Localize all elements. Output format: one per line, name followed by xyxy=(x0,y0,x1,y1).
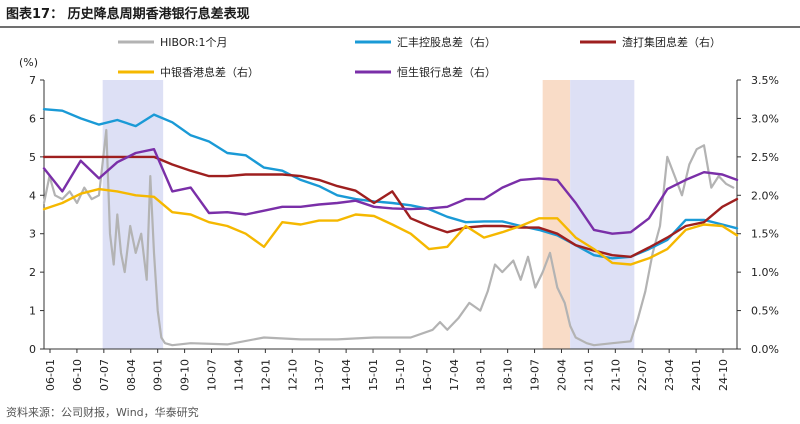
source-note: 资料来源：公司财报，Wind，华泰研究 xyxy=(6,405,199,419)
right-tick-label: 1.5% xyxy=(751,228,779,241)
x-tick-label: 17-04 xyxy=(448,359,461,391)
x-tick-label: 18-10 xyxy=(502,359,515,391)
x-tick-label: 21-10 xyxy=(609,359,622,391)
left-tick-label: 1 xyxy=(29,305,36,318)
left-tick-label: 0 xyxy=(29,343,36,356)
x-tick-label: 10-07 xyxy=(206,359,219,391)
x-tick-label: 15-01 xyxy=(367,359,380,391)
x-tick-label: 09-01 xyxy=(152,359,165,391)
x-tick-label: 06-10 xyxy=(71,359,84,391)
right-tick-label: 0.0% xyxy=(751,343,779,356)
left-tick-label: 4 xyxy=(29,189,36,202)
x-tick-label: 16-07 xyxy=(421,359,434,391)
left-tick-label: 3 xyxy=(29,228,36,241)
series-line-bochk xyxy=(42,187,739,266)
legend-label-hsbc: 汇丰控股息差（右） xyxy=(397,35,496,49)
right-tick-label: 2.5% xyxy=(751,151,779,164)
legend-label-hibor: HIBOR:1个月 xyxy=(160,36,228,49)
x-tick-label: 13-07 xyxy=(313,359,326,391)
x-tick-label: 12-10 xyxy=(286,359,299,391)
chart-title: 图表17： 历史降息周期香港银行息差表现 xyxy=(6,6,250,22)
shaded-period-2 xyxy=(570,80,635,349)
x-tick-label: 22-07 xyxy=(636,359,649,391)
x-tick-label: 24-01 xyxy=(690,359,703,391)
legend-label-boc: 渣打集团息差（右） xyxy=(622,35,721,49)
x-tick-label: 21-01 xyxy=(582,359,595,391)
left-tick-label: 2 xyxy=(29,266,36,279)
series-line-boc xyxy=(42,155,739,258)
axes: (%) 0 1 2 3 4 5 6 7 0.0% 0.5% 1.0% 1.5% 2.0% 2.5% 3.0% 3… xyxy=(19,56,779,391)
x-tick-label: 08-04 xyxy=(125,359,138,391)
x-tick-label: 09-10 xyxy=(179,359,192,391)
series-lines xyxy=(42,107,739,347)
x-tick-label: 06-01 xyxy=(44,359,57,391)
right-tick-label: 1.0% xyxy=(751,266,779,279)
x-tick-label: 23-04 xyxy=(663,359,676,391)
right-tick-label: 3.5% xyxy=(751,74,779,87)
x-tick-label: 07-07 xyxy=(98,359,111,391)
x-tick-label: 11-04 xyxy=(232,359,245,391)
series-line-hangseng xyxy=(42,147,739,235)
right-tick-label: 0.5% xyxy=(751,305,779,318)
right-tick-label: 2.0% xyxy=(751,189,779,202)
x-tick-label: 19-07 xyxy=(529,359,542,391)
legend-label-bochk: 中银香港息差（右） xyxy=(160,65,259,79)
left-tick-label: 6 xyxy=(29,112,36,125)
x-tick-label: 12-01 xyxy=(259,359,272,391)
left-tick-label: 7 xyxy=(29,74,36,87)
x-tick-label: 20-04 xyxy=(555,359,568,391)
x-tick-label: 18-01 xyxy=(475,359,488,391)
left-axis-label: (%) xyxy=(19,56,38,69)
x-tick-label: 15-10 xyxy=(394,359,407,391)
left-tick-label: 5 xyxy=(29,151,36,164)
series-line-hibor xyxy=(42,128,735,347)
x-tick-label: 14-04 xyxy=(340,359,353,391)
x-tick-label: 24-10 xyxy=(717,359,730,391)
right-tick-label: 3.0% xyxy=(751,112,779,125)
legend: HIBOR:1个月 汇丰控股息差（右） 渣打集团息差（右） 中银香港息差（右） 恒生银行… xyxy=(118,35,721,79)
legend-label-hangseng: 恒生银行息差（右） xyxy=(397,65,496,79)
